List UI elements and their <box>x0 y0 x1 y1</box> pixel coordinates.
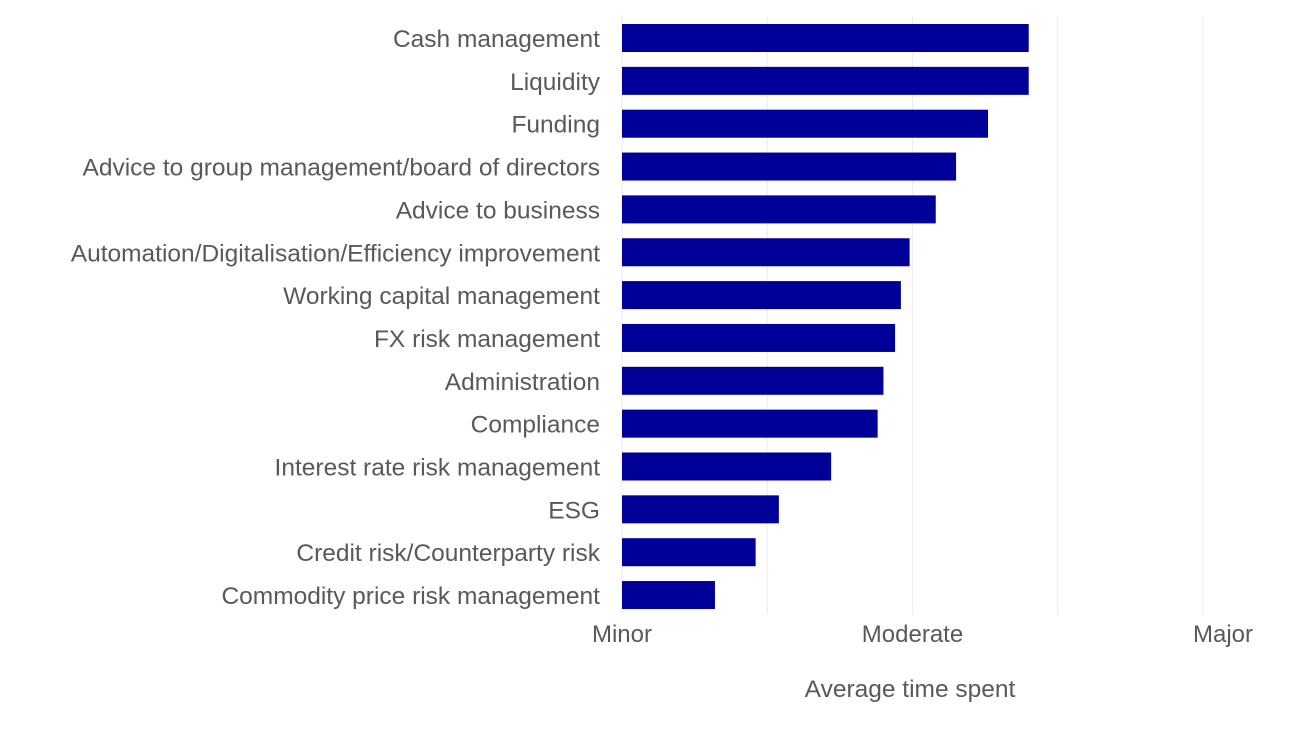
bar <box>622 452 832 481</box>
bar <box>622 24 1029 52</box>
category-label: Cash management <box>393 26 600 53</box>
category-label: Advice to group management/board of dire… <box>82 155 600 182</box>
gridlines <box>621 16 1204 615</box>
category-label: Liquidity <box>510 69 601 96</box>
x-axis-title: Average time spent <box>805 676 1016 703</box>
bar <box>622 109 989 138</box>
bar <box>622 538 756 567</box>
bar <box>622 366 884 395</box>
x-tick-label: Minor <box>592 621 652 648</box>
bars <box>622 24 1029 610</box>
category-label: Interest rate risk management <box>275 455 601 482</box>
category-label: Funding <box>511 112 600 139</box>
category-label: Automation/Digitalisation/Efficiency imp… <box>71 240 600 267</box>
bar <box>622 195 936 224</box>
category-label: Compliance <box>471 412 600 439</box>
bar <box>622 409 878 438</box>
category-labels: Cash management Liquidity Funding Advice to… <box>71 26 601 610</box>
bar <box>622 495 779 524</box>
category-label: FX risk management <box>374 326 600 353</box>
bar <box>622 323 896 352</box>
category-label: Commodity price risk management <box>221 583 600 610</box>
category-label: Administration <box>445 369 600 396</box>
x-tick-label: Major <box>1193 621 1253 648</box>
bar <box>622 66 1029 95</box>
bar <box>622 152 957 181</box>
category-label: ESG <box>548 497 600 524</box>
bar <box>622 238 910 267</box>
x-axis-ticks: Minor Moderate Major <box>592 621 1253 648</box>
category-label: Working capital management <box>283 283 600 310</box>
x-tick-label: Moderate <box>862 621 963 648</box>
category-label: Advice to business <box>396 197 600 224</box>
bar <box>622 281 901 310</box>
category-label: Credit risk/Counterparty risk <box>296 540 600 567</box>
bar <box>622 581 715 610</box>
